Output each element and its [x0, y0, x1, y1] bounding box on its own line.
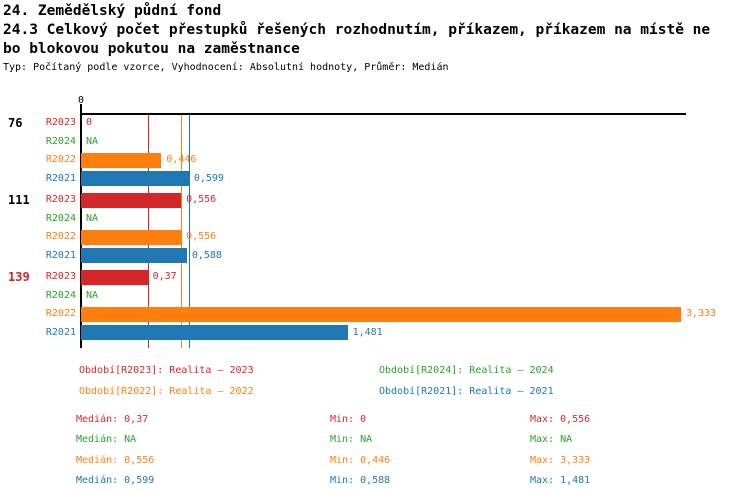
row-label-R2023: R2023 — [45, 271, 76, 283]
bar-R2021 — [81, 171, 189, 187]
stat-min-R2024: Min: NA — [330, 434, 373, 446]
indicator-title-line1: 24.3 Celkový počet přestupků řešených ro… — [3, 22, 711, 38]
legend-item-R2021: Období[R2021]: Realita – 2021 — [379, 386, 554, 397]
median-line-R2021 — [188, 115, 190, 348]
bar-value-R2021: 0,588 — [191, 249, 222, 261]
stat-min-R2022: Min: 0,446 — [330, 454, 391, 466]
bar-value-R2023: 0,556 — [186, 194, 217, 206]
chart-meta: Typ: Počítaný podle vzorce, Vyhodnocení:… — [3, 62, 449, 73]
row-label-R2022: R2022 — [45, 308, 76, 320]
report-title: 24. Zemědělský půdní fond — [3, 3, 222, 19]
bar-value-R2024: NA — [86, 212, 99, 224]
bar-value-R2022: 0,556 — [186, 231, 217, 243]
x-axis-line — [80, 113, 686, 115]
indicator-title-line2: bo blokovou pokutou na zaměstnance — [3, 41, 300, 57]
bar-R2023 — [81, 269, 148, 285]
bar-R2021 — [81, 248, 187, 264]
group-label: 76 — [8, 116, 23, 131]
median-line-R2022 — [181, 115, 183, 348]
stat-min-R2023: Min: 0 — [330, 414, 367, 425]
bar-value-R2023: 0,37 — [152, 271, 177, 283]
x-axis-tick-0: 0 — [77, 95, 85, 106]
bar-value-R2021: 0,599 — [193, 172, 224, 184]
row-label-R2021: R2021 — [45, 172, 76, 184]
row-label-R2023: R2023 — [45, 117, 76, 129]
stat-max-R2023: Max: 0,556 — [530, 414, 591, 425]
row-label-R2022: R2022 — [45, 231, 76, 243]
bar-R2023 — [81, 192, 182, 208]
stat-median-R2024: Medián: NA — [76, 434, 137, 446]
stat-median-R2023: Medián: 0,37 — [76, 414, 149, 425]
row-label-R2022: R2022 — [45, 154, 76, 166]
stat-median-R2022: Medián: 0,556 — [76, 454, 155, 466]
y-axis-line — [80, 104, 82, 348]
row-label-R2023: R2023 — [45, 194, 76, 206]
legend-item-R2023: Období[R2023]: Realita – 2023 — [79, 365, 254, 376]
bar-R2021 — [81, 325, 348, 341]
bar-R2022 — [81, 306, 681, 322]
bar-R2022 — [81, 229, 182, 245]
bar-value-R2021: 1,481 — [352, 326, 383, 338]
legend-item-R2024: Období[R2024]: Realita – 2024 — [379, 365, 554, 376]
bar-value-R2024: NA — [86, 289, 99, 301]
legend-item-R2022: Období[R2022]: Realita – 2022 — [79, 386, 254, 397]
row-label-R2021: R2021 — [45, 326, 76, 338]
bar-value-R2022: 0,446 — [166, 154, 197, 166]
row-label-R2024: R2024 — [45, 289, 76, 301]
bar-R2022 — [81, 152, 162, 168]
bar-value-R2023: 0 — [86, 117, 93, 129]
bar-value-R2022: 3,333 — [685, 308, 717, 320]
group-label: 111 — [8, 193, 30, 208]
stat-max-R2021: Max: 1,481 — [530, 474, 591, 486]
stat-max-R2022: Max: 3,333 — [530, 454, 591, 466]
stat-median-R2021: Medián: 0,599 — [76, 474, 155, 486]
row-label-R2024: R2024 — [45, 212, 76, 224]
row-label-R2024: R2024 — [45, 135, 76, 147]
row-label-R2021: R2021 — [45, 249, 76, 261]
group-label: 139 — [8, 270, 30, 285]
stat-min-R2021: Min: 0,588 — [330, 474, 391, 486]
bar-value-R2024: NA — [86, 135, 99, 147]
stat-max-R2024: Max: NA — [530, 434, 573, 446]
